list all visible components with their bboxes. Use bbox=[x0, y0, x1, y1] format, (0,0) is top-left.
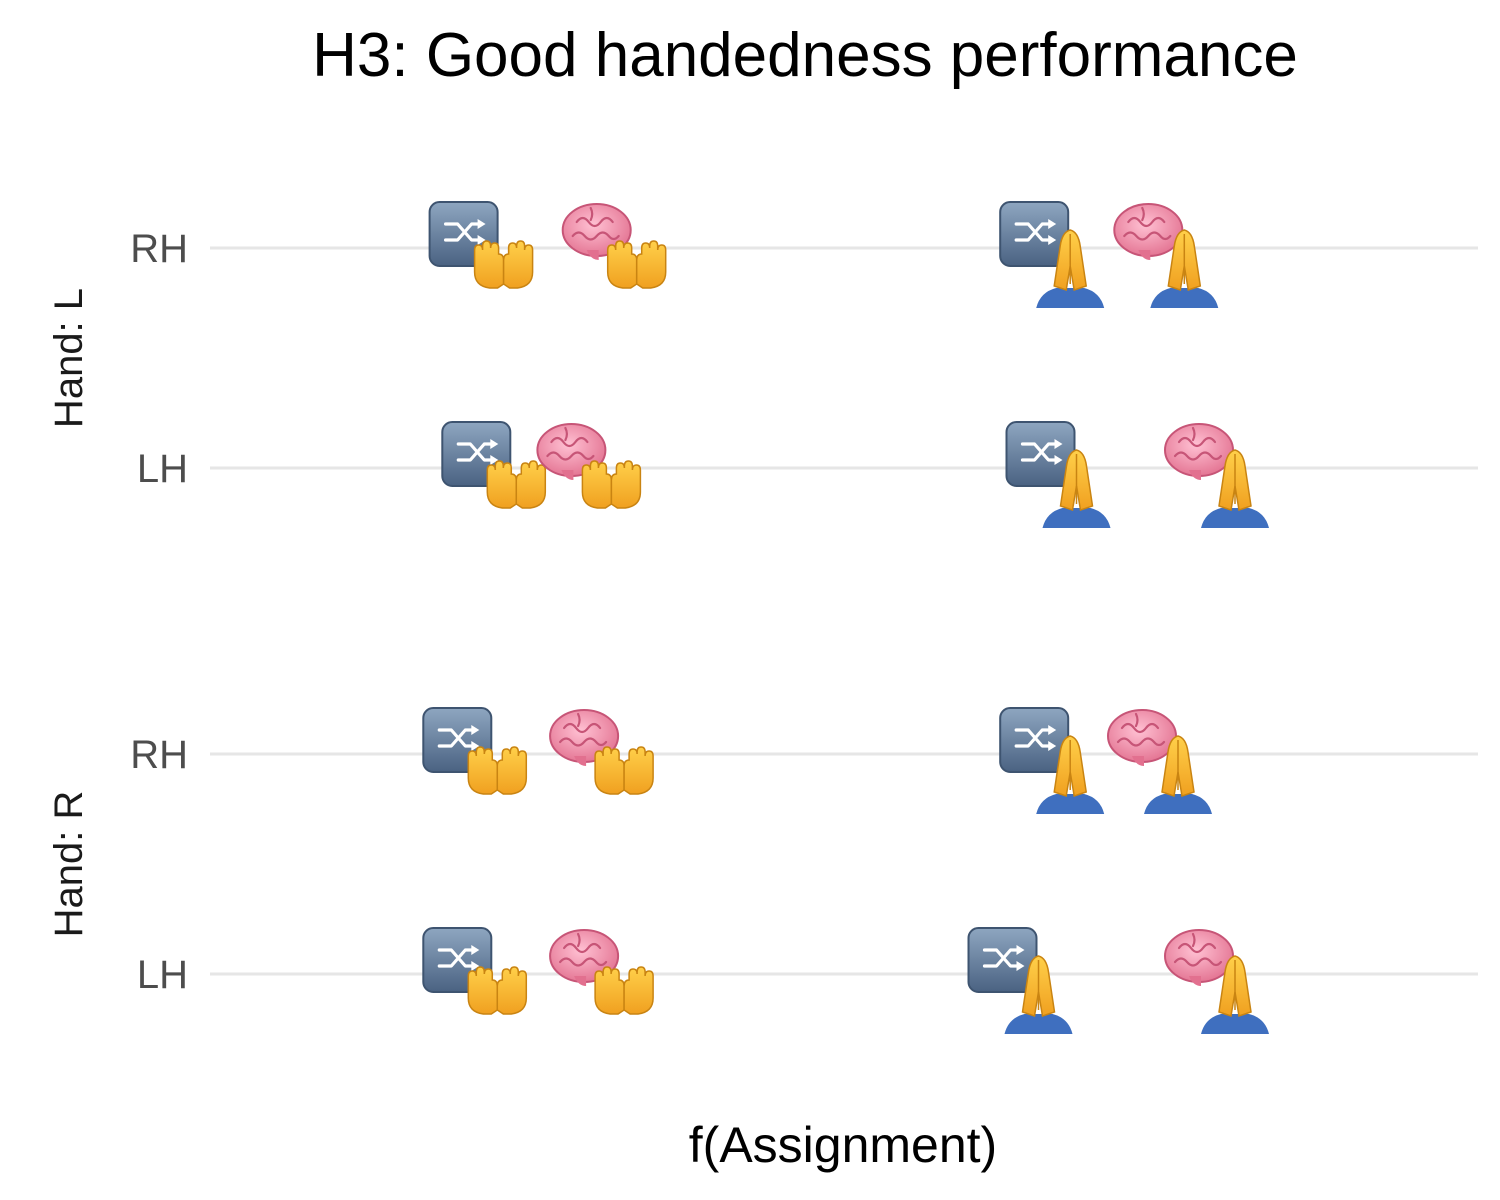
brain-icon bbox=[1164, 929, 1234, 986]
data-point bbox=[1164, 929, 1269, 1034]
open-hands-icon bbox=[606, 240, 667, 289]
data-point bbox=[549, 709, 654, 795]
data-point bbox=[441, 421, 547, 509]
brain-icon bbox=[1107, 709, 1177, 766]
brain-icon bbox=[1164, 423, 1234, 480]
y-tick-label: RH bbox=[130, 733, 188, 777]
brain-icon bbox=[536, 423, 607, 480]
shuffle-icon bbox=[1005, 421, 1076, 487]
data-point bbox=[999, 707, 1105, 814]
data-point bbox=[422, 927, 528, 1015]
data-point bbox=[1164, 423, 1269, 528]
y-tick-label: RH bbox=[130, 227, 188, 271]
praying-hands-icon bbox=[1150, 229, 1219, 308]
open-hands-icon bbox=[594, 966, 654, 1015]
chart-title: H3: Good handedness performance bbox=[312, 21, 1298, 90]
shuffle-icon bbox=[967, 927, 1038, 993]
brain-icon bbox=[549, 929, 620, 986]
open-hands-icon bbox=[467, 966, 528, 1015]
brain-icon bbox=[561, 203, 632, 260]
y-tick-label: LH bbox=[137, 953, 188, 997]
open-hands-icon bbox=[467, 746, 528, 795]
shuffle-icon bbox=[999, 707, 1070, 773]
praying-hands-icon bbox=[1201, 449, 1269, 528]
open-hands-icon bbox=[473, 240, 534, 289]
praying-hands-icon bbox=[1201, 955, 1269, 1034]
praying-hands-icon bbox=[1036, 229, 1105, 308]
praying-hands-icon bbox=[1144, 735, 1212, 814]
data-point bbox=[1113, 203, 1219, 308]
praying-hands-icon bbox=[1042, 449, 1111, 528]
shuffle-icon bbox=[999, 201, 1070, 267]
open-hands-icon bbox=[486, 460, 547, 509]
brain-icon bbox=[549, 709, 620, 766]
data-point bbox=[428, 201, 534, 289]
facet-label: Hand: L bbox=[47, 288, 91, 428]
data-point bbox=[422, 707, 528, 795]
data-point bbox=[967, 927, 1073, 1034]
praying-hands-icon bbox=[1036, 735, 1105, 814]
data-point bbox=[1005, 421, 1111, 528]
data-point bbox=[561, 203, 667, 289]
data-point bbox=[1107, 709, 1212, 814]
brain-icon bbox=[1113, 203, 1184, 260]
open-hands-icon bbox=[581, 460, 642, 509]
data-point bbox=[549, 929, 654, 1015]
data-point bbox=[536, 423, 642, 509]
x-axis-label: f(Assignment) bbox=[689, 1117, 997, 1173]
data-point bbox=[999, 201, 1105, 308]
facet-label: Hand: R bbox=[47, 791, 91, 938]
open-hands-icon bbox=[594, 746, 654, 795]
praying-hands-icon bbox=[1004, 955, 1073, 1034]
y-tick-label: LH bbox=[137, 447, 188, 491]
